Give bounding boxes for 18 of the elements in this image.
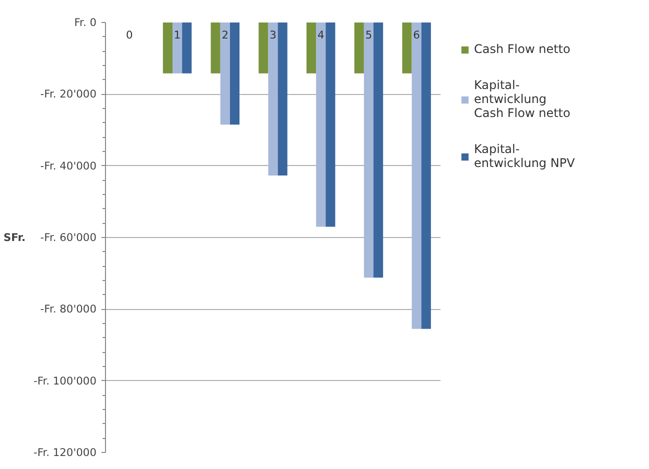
x-tick-label: 5 — [365, 28, 372, 42]
x-tick-label: 3 — [270, 28, 276, 42]
y-tick-label: -Fr. 60'000 — [40, 231, 97, 244]
y-tick-label: -Fr. 40'000 — [40, 159, 97, 172]
y-tick-label: -Fr. 120'000 — [34, 446, 97, 459]
legend-label: Kapital-entwicklung Cash Flow netto — [474, 78, 570, 120]
y-tick-label: -Fr. 100'000 — [34, 374, 97, 388]
x-tick-label: 1 — [174, 28, 181, 42]
y-tick-label: -Fr. 80'000 — [40, 302, 97, 316]
y-tick-label: -Fr. 20'000 — [40, 88, 97, 101]
y-axis-title: SFr. — [3, 231, 26, 244]
x-tick-label: 4 — [317, 28, 324, 42]
x-tick-label: 6 — [413, 28, 420, 42]
legend-label: Cash Flow netto — [474, 42, 570, 56]
y-tick-label: Fr. 0 — [74, 16, 97, 29]
x-tick-label: 0 — [126, 28, 134, 42]
x-tick-label: 2 — [222, 28, 229, 42]
legend-label: Kapital-entwicklung NPV — [474, 142, 575, 170]
